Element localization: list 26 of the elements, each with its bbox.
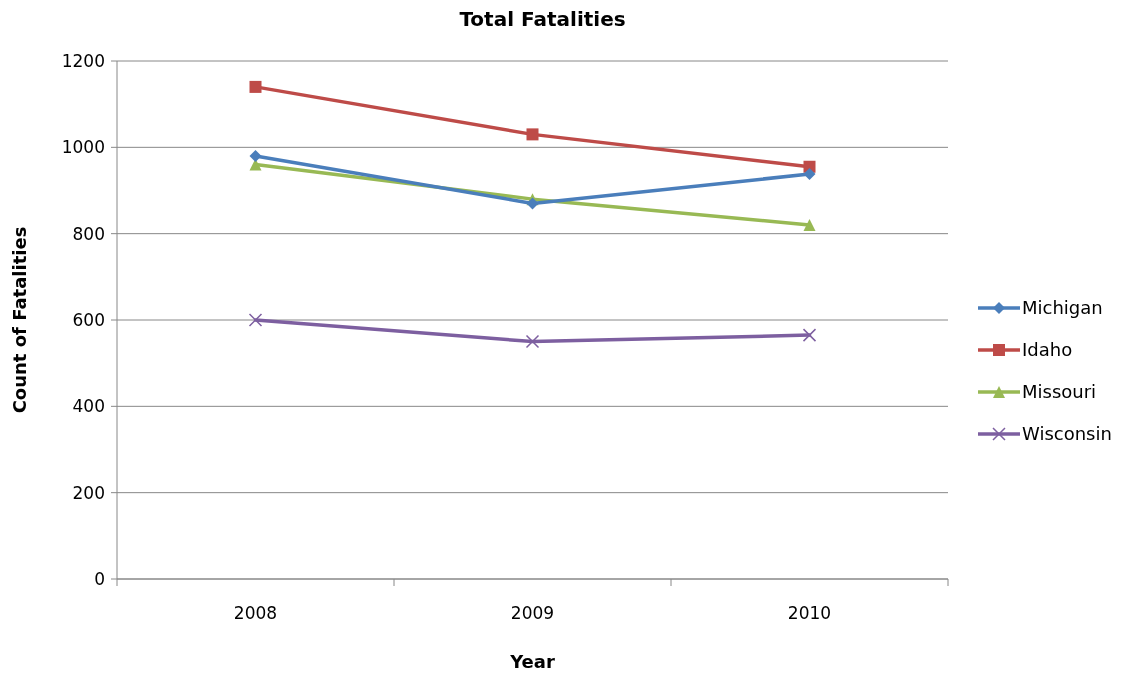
legend-label: Missouri bbox=[1022, 381, 1097, 403]
y-tick-label: 1000 bbox=[61, 137, 105, 158]
legend-label: Idaho bbox=[1022, 339, 1073, 361]
chart-title: Total Fatalities bbox=[459, 7, 626, 31]
point bbox=[525, 334, 540, 349]
y-axis-title: Count of Fatalities bbox=[9, 226, 30, 414]
point bbox=[526, 197, 539, 210]
y-tick-label: 0 bbox=[94, 568, 105, 589]
x-tick-label: 2010 bbox=[787, 603, 832, 623]
y-tick-label: 400 bbox=[72, 396, 105, 417]
point bbox=[526, 128, 539, 141]
y-tick-label: 200 bbox=[72, 482, 105, 503]
point bbox=[249, 149, 262, 162]
point bbox=[803, 219, 816, 232]
point bbox=[248, 313, 263, 327]
point bbox=[803, 168, 816, 181]
x-tick-label: 2009 bbox=[510, 603, 555, 623]
legend-label: Wisconsin bbox=[1022, 423, 1112, 445]
y-tick-label: 600 bbox=[72, 309, 105, 330]
legend-label: Michigan bbox=[1022, 297, 1103, 319]
x-axis-title: Year bbox=[509, 651, 555, 672]
y-tick-label: 1200 bbox=[61, 50, 105, 71]
x-tick-label: 2008 bbox=[233, 603, 278, 623]
y-tick-label: 800 bbox=[72, 223, 105, 244]
point bbox=[802, 328, 817, 342]
point bbox=[249, 80, 262, 93]
